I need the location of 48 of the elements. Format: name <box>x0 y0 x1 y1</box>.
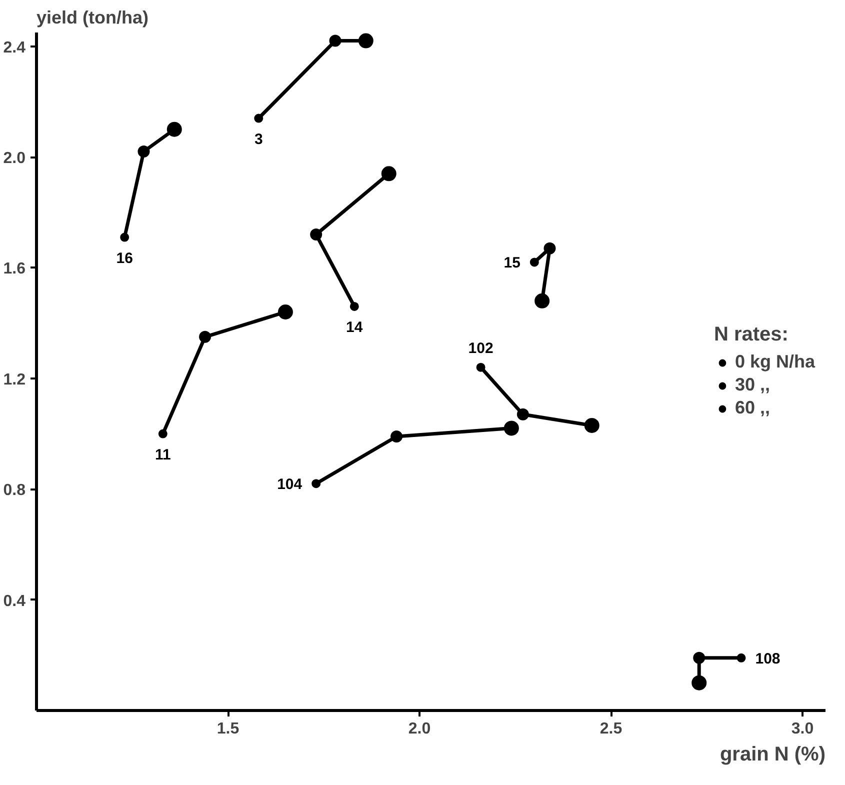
point <box>584 418 600 433</box>
point <box>516 408 529 420</box>
point <box>504 420 519 436</box>
y-tick-label: 1.2 <box>3 371 26 388</box>
y-tick-label: 2.0 <box>3 150 26 168</box>
series-label: 16 <box>116 250 133 267</box>
series-label: 14 <box>346 318 364 336</box>
series-label: 3 <box>254 130 263 148</box>
x-tick-label: 2.0 <box>408 720 431 738</box>
point <box>693 652 706 664</box>
point <box>358 33 374 48</box>
point <box>534 293 550 308</box>
point <box>544 242 556 254</box>
point <box>158 429 168 438</box>
x-tick-label: 3.0 <box>791 720 814 738</box>
series-label: 102 <box>468 340 494 357</box>
y-tick-label: 0.4 <box>3 592 26 610</box>
point <box>278 304 293 320</box>
x-tick-label: 2.5 <box>600 720 622 738</box>
y-tick-label: 0.8 <box>3 482 26 500</box>
series-label: 104 <box>277 476 303 494</box>
point <box>692 675 707 690</box>
x-axis-title: grain N (%) <box>720 744 826 766</box>
point <box>199 330 212 343</box>
series-label: 108 <box>755 650 780 668</box>
series-label: 15 <box>504 254 520 272</box>
series-label: 11 <box>154 446 171 464</box>
point <box>476 362 486 372</box>
x-tick-label: 1.5 <box>216 720 240 738</box>
y-tick-label: 2.4 <box>3 39 26 56</box>
point <box>166 122 182 137</box>
y-tick-label: 1.6 <box>3 260 26 278</box>
point <box>329 34 342 47</box>
legend-label: 60 ,, <box>734 398 770 418</box>
legend-label: 0 kg N/ha <box>734 352 815 372</box>
point <box>530 258 539 267</box>
point <box>138 146 150 158</box>
point <box>312 479 321 488</box>
point <box>736 653 746 662</box>
point <box>254 114 264 123</box>
point <box>390 430 403 443</box>
legend-label: 30 ,, <box>734 374 770 396</box>
point <box>350 302 359 311</box>
y-axis-title: yield (ton/ha) <box>36 8 149 28</box>
point <box>120 232 130 242</box>
point <box>310 228 322 241</box>
legend-title: N rates: <box>714 324 790 346</box>
point <box>381 166 396 182</box>
